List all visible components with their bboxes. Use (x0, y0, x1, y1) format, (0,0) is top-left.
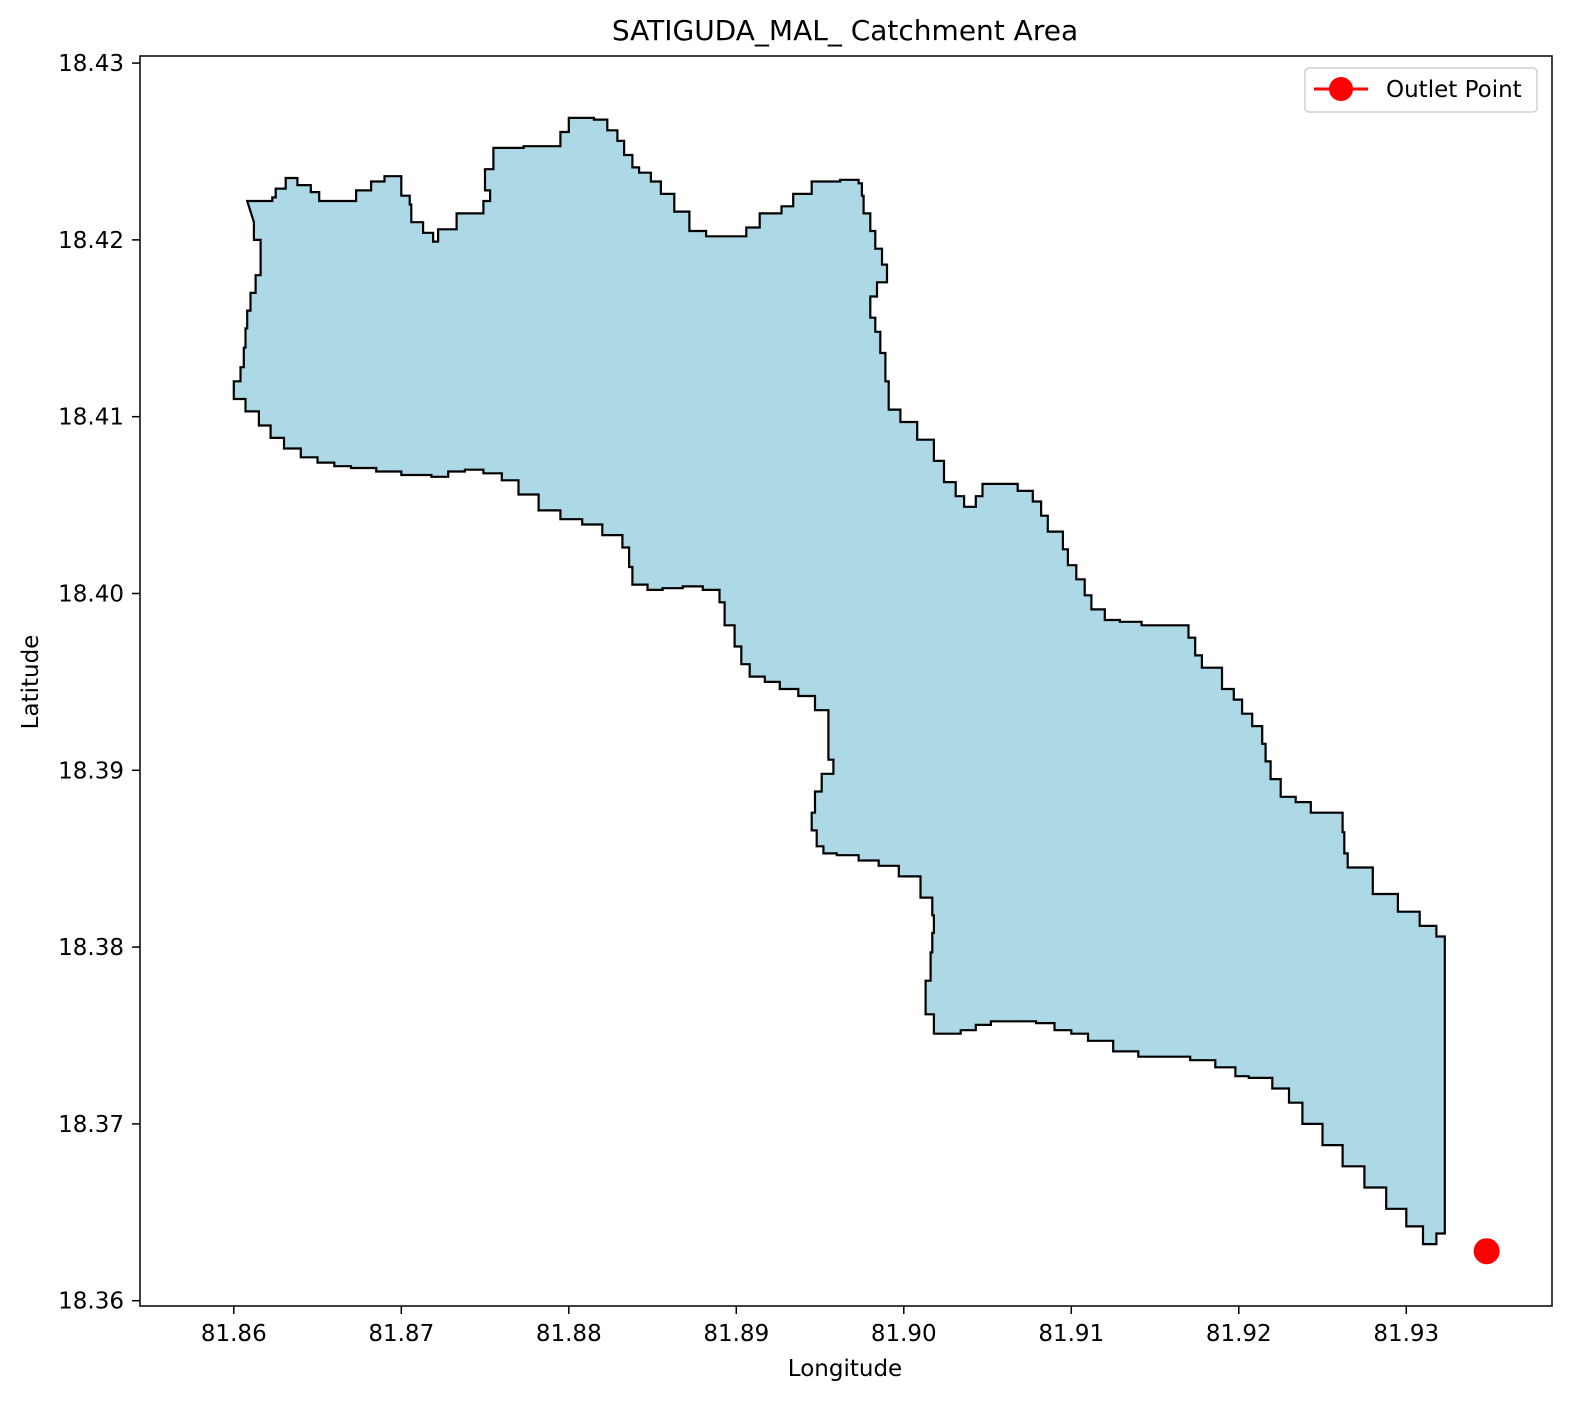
y-tick-label: 18.36 (58, 1289, 124, 1315)
y-tick-label: 18.40 (58, 581, 124, 607)
catchment-polygon (232, 116, 1446, 1246)
x-tick-label: 81.86 (201, 1321, 267, 1347)
y-axis: 18.36 18.37 18.38 18.39 18.40 18.41 18.42 18.43 (58, 51, 140, 1315)
x-tick-label: 81.91 (1038, 1321, 1104, 1347)
outlet-point-marker (1473, 1238, 1500, 1265)
x-tick-label: 81.87 (368, 1321, 434, 1347)
x-axis-label: Longitude (788, 1356, 902, 1382)
plot-area (232, 116, 1500, 1265)
legend-marker-dot (1329, 77, 1353, 101)
legend: Outlet Point (1304, 67, 1538, 113)
y-tick-label: 18.41 (58, 405, 124, 431)
plot-frame (139, 55, 1553, 1307)
y-tick-label: 18.43 (58, 51, 124, 77)
x-tick-label: 81.89 (703, 1321, 769, 1347)
y-tick-label: 18.37 (58, 1112, 124, 1138)
y-tick-label: 18.39 (58, 758, 124, 784)
legend-entry-outlet: Outlet Point (1386, 77, 1522, 103)
x-tick-label: 81.93 (1373, 1321, 1439, 1347)
x-tick-label: 81.90 (871, 1321, 937, 1347)
y-tick-label: 18.38 (58, 935, 124, 961)
x-tick-label: 81.92 (1206, 1321, 1272, 1347)
chart-title: SATIGUDA_MAL_ Catchment Area (612, 14, 1078, 47)
x-axis: 81.86 81.87 81.88 81.89 81.90 81.91 81.92 81.93 (201, 1306, 1439, 1347)
legend-box (1304, 67, 1538, 113)
x-tick-label: 81.88 (536, 1321, 602, 1347)
y-tick-label: 18.42 (58, 228, 124, 254)
y-axis-label: Latitude (18, 635, 44, 730)
